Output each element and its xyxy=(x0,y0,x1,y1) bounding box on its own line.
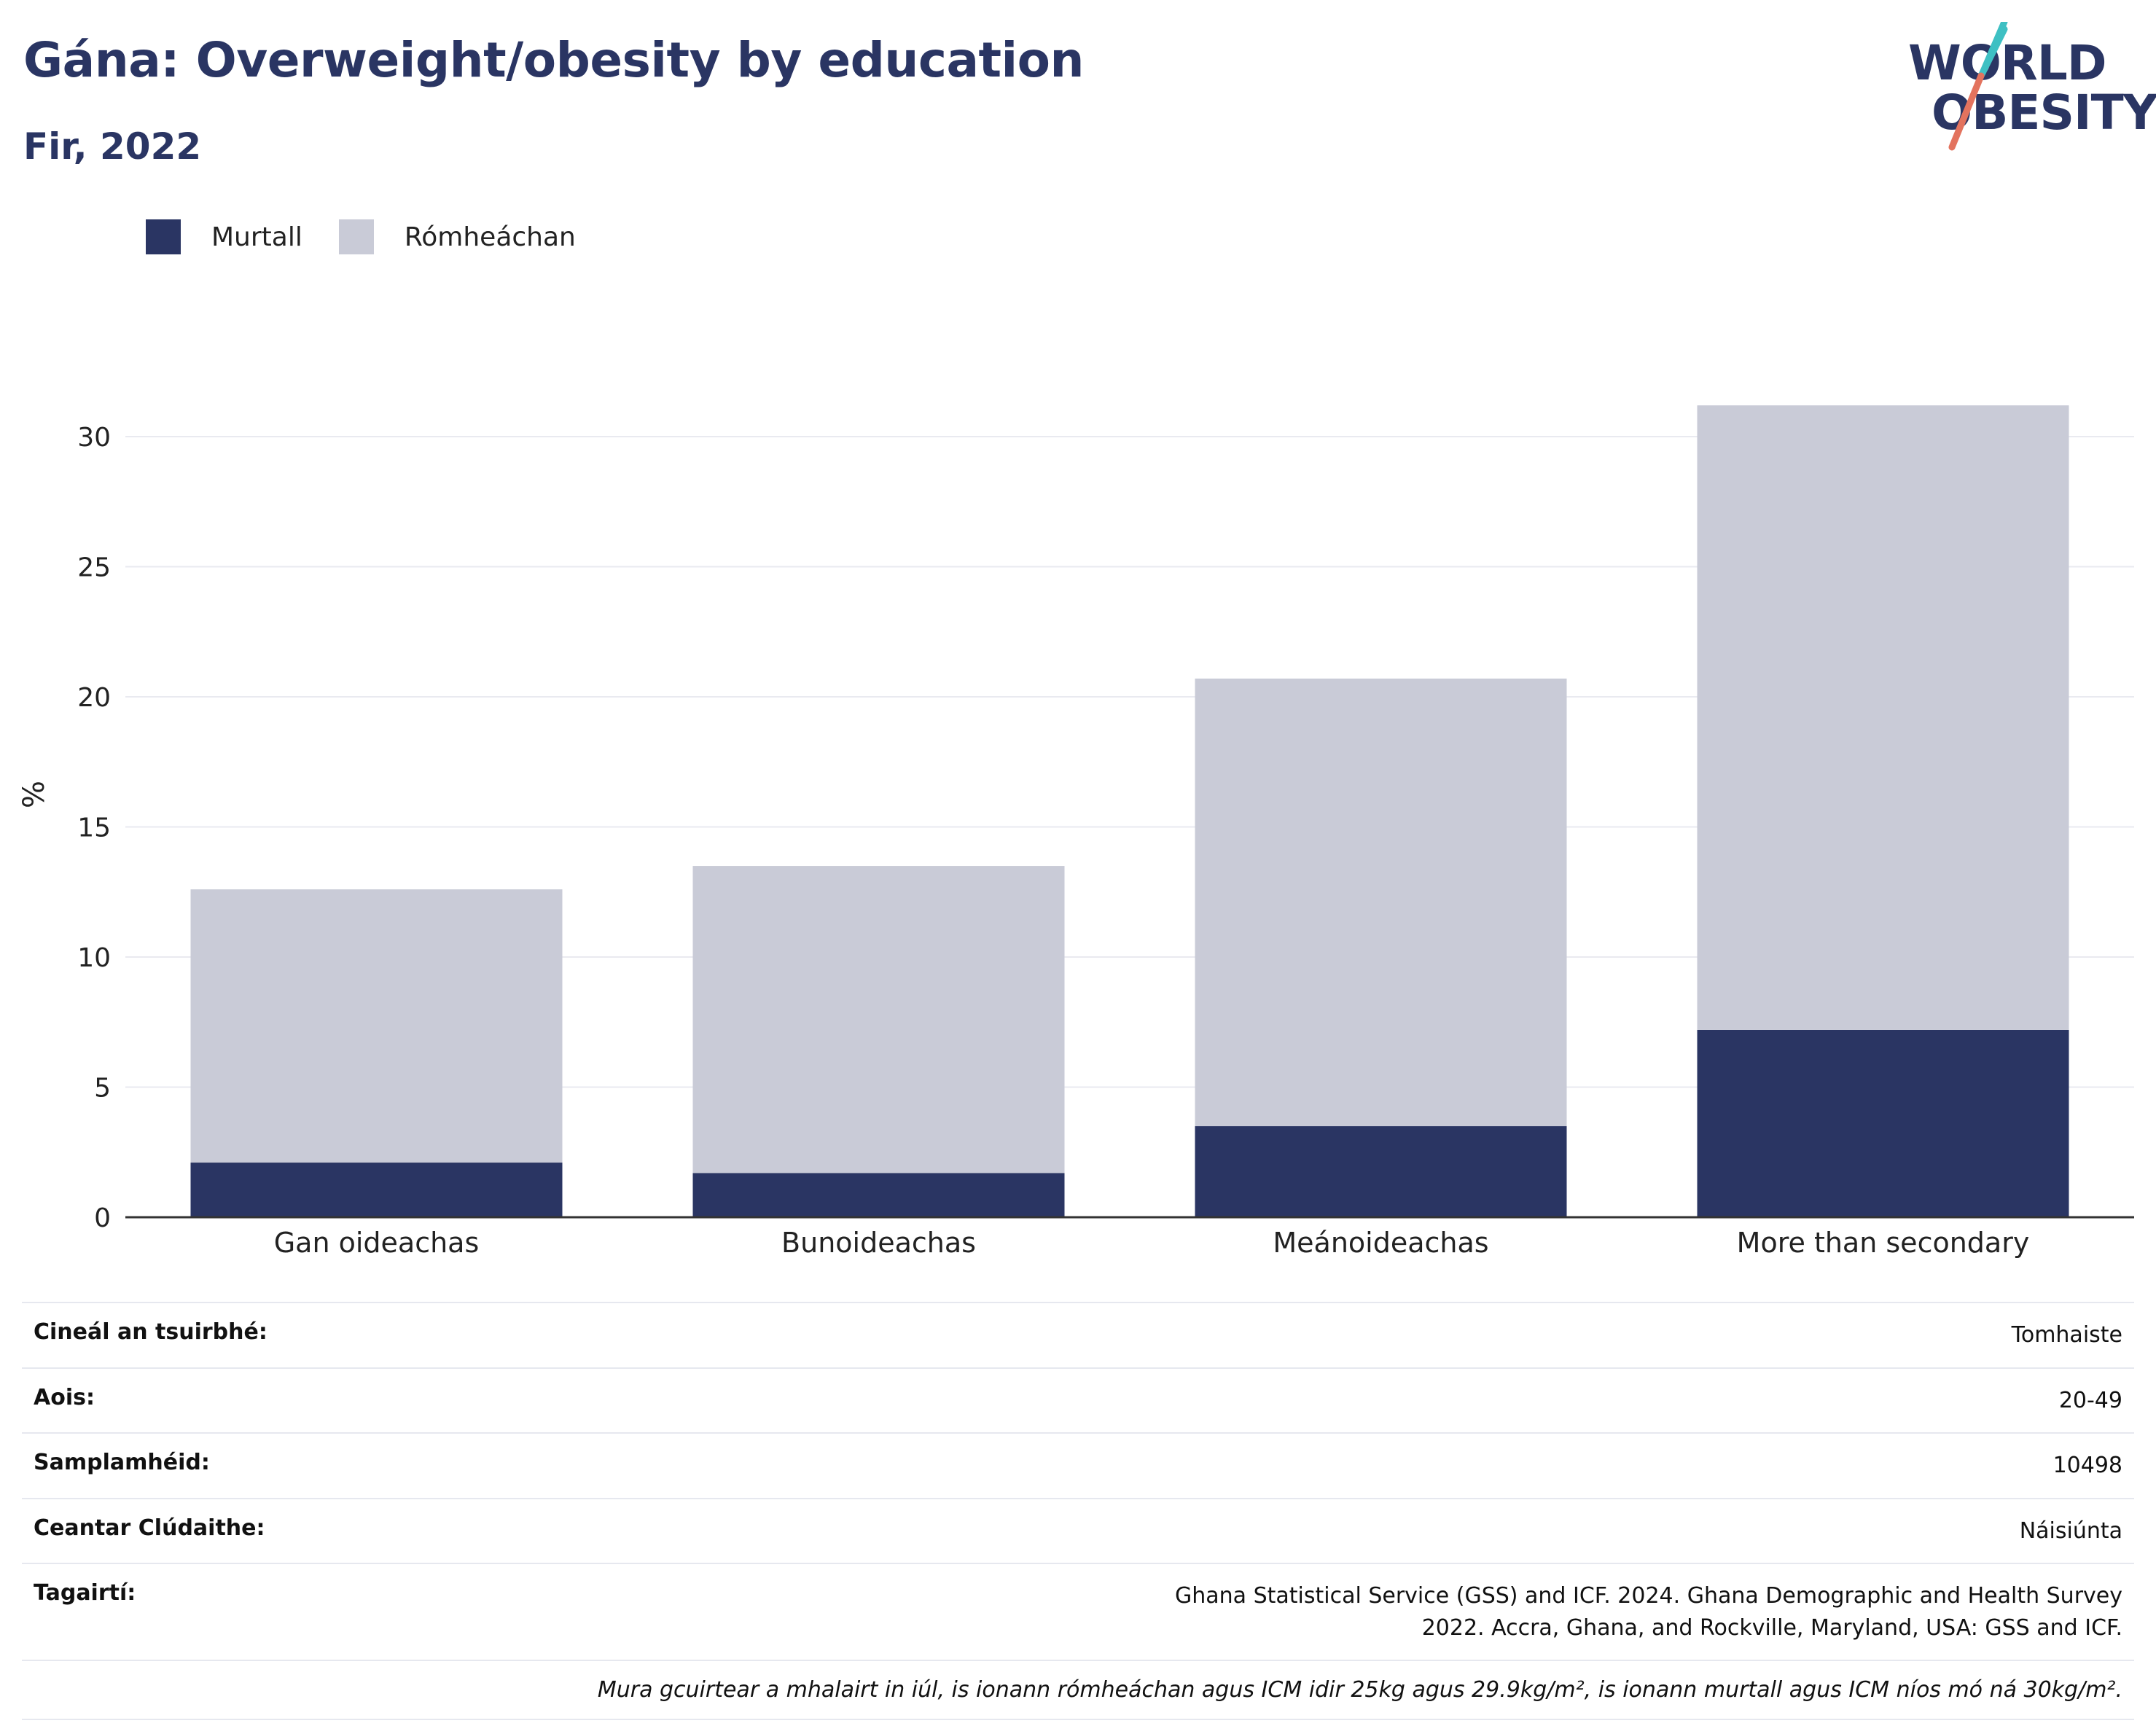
bar-romheachan xyxy=(1195,679,1567,1126)
info-row-age: Aois: 20-49 xyxy=(22,1368,2134,1434)
bar-murtall xyxy=(1195,1126,1567,1217)
legend-item-murtall: Murtall xyxy=(146,219,302,254)
info-key: Cineál an tsuirbhé: xyxy=(22,1303,570,1368)
y-tick-label: 15 xyxy=(77,813,111,843)
page-subtitle: Fir, 2022 xyxy=(23,125,201,168)
bar-romheachan xyxy=(191,889,563,1163)
bar-chart: 0 5 10 15 20 25 30 Gan oideachas Bunoideachas Me… xyxy=(0,350,2156,1268)
y-tick-label: 10 xyxy=(77,943,111,973)
info-value: Ghana Statistical Service (GSS) and ICF.… xyxy=(570,1563,2134,1660)
survey-info-table: Cineál an tsuirbhé: Tomhaiste Aois: 20-4… xyxy=(22,1302,2134,1720)
info-value: Tomhaiste xyxy=(570,1303,2134,1368)
bar-murtall xyxy=(693,1173,1065,1217)
x-axis-ticks: Gan oideachas Bunoideachas Meánoideachas Mo… xyxy=(274,1227,2030,1259)
y-axis-ticks: 0 5 10 15 20 25 30 xyxy=(77,423,111,1233)
logo-slash-icon xyxy=(1895,22,2143,153)
x-tick-label: More than secondary xyxy=(1737,1227,2030,1259)
bar-romheachan xyxy=(1698,405,2069,1030)
info-row-note: Mura gcuirtear a mhalairt in iúl, is ion… xyxy=(22,1660,2134,1719)
x-tick-label: Meánoideachas xyxy=(1273,1227,1488,1259)
y-axis-label: % xyxy=(17,781,51,808)
info-row-coverage: Ceantar Clúdaithe: Náisiúnta xyxy=(22,1499,2134,1564)
legend-label-murtall: Murtall xyxy=(211,222,302,252)
y-tick-label: 30 xyxy=(77,423,111,453)
info-value: 20-49 xyxy=(570,1368,2134,1434)
world-obesity-logo: WORLD OBESITY xyxy=(1895,22,2143,153)
y-tick-label: 5 xyxy=(94,1074,111,1104)
definition-note: Mura gcuirtear a mhalairt in iúl, is ion… xyxy=(22,1660,2134,1719)
bar-romheachan xyxy=(693,866,1065,1173)
bar-murtall xyxy=(191,1163,563,1217)
info-row-references: Tagairtí: Ghana Statistical Service (GSS… xyxy=(22,1563,2134,1660)
y-tick-label: 25 xyxy=(77,553,111,583)
legend-label-romheachan: Rómheáchan xyxy=(405,222,576,252)
info-value: Náisiúnta xyxy=(570,1499,2134,1564)
x-tick-label: Bunoideachas xyxy=(781,1227,976,1259)
y-tick-label: 0 xyxy=(94,1203,111,1233)
x-tick-label: Gan oideachas xyxy=(274,1227,480,1259)
info-key: Aois: xyxy=(22,1368,570,1434)
chart-legend: Murtall Rómheáchan xyxy=(146,219,612,255)
info-key: Samplamhéid: xyxy=(22,1433,570,1499)
legend-swatch-murtall xyxy=(146,219,181,254)
page-title: Gána: Overweight/obesity by education xyxy=(23,32,1084,88)
bar-murtall xyxy=(1698,1030,2069,1217)
info-row-sample-size: Samplamhéid: 10498 xyxy=(22,1433,2134,1499)
chart-bars xyxy=(191,405,2069,1217)
info-key: Tagairtí: xyxy=(22,1563,570,1660)
y-tick-label: 20 xyxy=(77,683,111,713)
legend-swatch-romheachan xyxy=(339,219,374,254)
info-key: Ceantar Clúdaithe: xyxy=(22,1499,570,1564)
legend-item-romheachan: Rómheáchan xyxy=(339,219,576,254)
info-value: 10498 xyxy=(570,1433,2134,1499)
info-row-survey-type: Cineál an tsuirbhé: Tomhaiste xyxy=(22,1303,2134,1368)
